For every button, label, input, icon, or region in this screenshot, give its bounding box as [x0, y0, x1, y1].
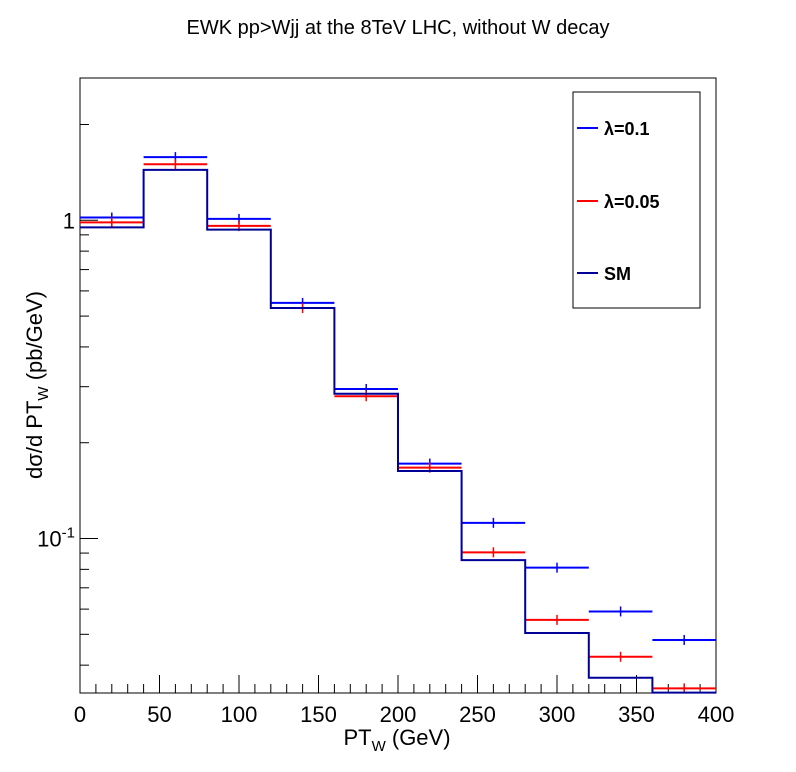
data-point	[588, 651, 653, 662]
x-tick-label: 100	[221, 702, 258, 727]
data-point	[652, 634, 716, 645]
y-axis-label-sub: W	[35, 386, 52, 401]
x-tick-label: 150	[300, 702, 337, 727]
x-axis-label-main: PT	[343, 725, 371, 750]
y-tick-label-exponent: -1	[62, 525, 75, 542]
y-tick-label-base: 10	[37, 527, 61, 552]
x-axis-label-sub: W	[372, 738, 387, 755]
x-tick-label: 350	[618, 702, 655, 727]
sm-histogram-line	[80, 168, 716, 694]
x-axis-label: PTW (GeV)	[343, 725, 450, 755]
y-tick-label: 1	[63, 208, 75, 233]
x-axis-label-unit: (GeV)	[386, 725, 451, 750]
chart-title: EWK pp>Wjj at the 8TeV LHC, without W de…	[187, 17, 610, 39]
legend-label: λ=0.05	[604, 192, 660, 212]
legend-entry: λ=0.05	[577, 192, 660, 212]
series-1	[80, 152, 716, 645]
y-axis-label-unit: (pb/GeV)	[22, 291, 47, 386]
y-axis-label: dσ/d PTW (pb/GeV)	[22, 291, 52, 479]
x-axis: 0 50 100 150 200 250 300 350 400	[74, 675, 734, 727]
x-tick-label: 0	[74, 702, 86, 727]
y-tick-label: 10-1	[37, 525, 75, 552]
series-3	[80, 168, 716, 694]
x-tick-label: 300	[539, 702, 576, 727]
data-point	[525, 562, 589, 573]
legend-entry: λ=0.1	[577, 119, 650, 139]
legend-label: SM	[604, 264, 631, 284]
x-tick-label: 400	[698, 702, 735, 727]
x-tick-label: 50	[147, 702, 171, 727]
data-point	[80, 217, 144, 228]
x-tick-label: 250	[459, 702, 496, 727]
legend-label: λ=0.1	[604, 119, 650, 139]
data-point	[461, 517, 526, 528]
data-point	[143, 159, 208, 170]
x-tick-label: 200	[380, 702, 417, 727]
y-axis-label-main: dσ/d PT	[22, 401, 47, 479]
legend: λ=0.1 λ=0.05 SM	[572, 91, 701, 309]
series-layer	[80, 152, 716, 694]
legend-entry: SM	[577, 264, 631, 284]
data-point	[334, 391, 398, 402]
data-point	[461, 547, 526, 558]
data-point	[588, 606, 653, 617]
y-axis: 1 10-1	[37, 124, 98, 666]
data-point	[525, 614, 589, 625]
